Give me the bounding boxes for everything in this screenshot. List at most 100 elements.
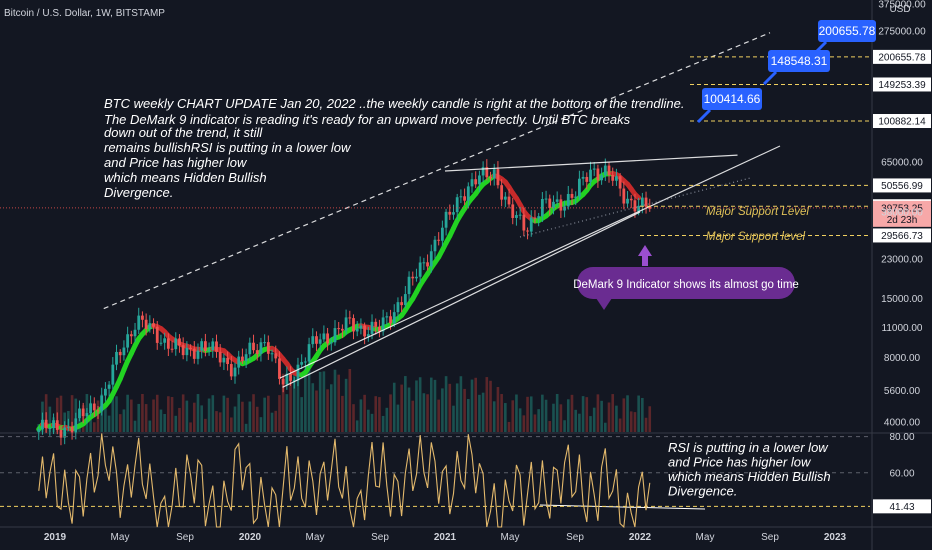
volume-bar	[470, 379, 474, 432]
volume-bar	[237, 394, 241, 432]
volume-bar	[315, 390, 318, 432]
rsi-value-tag	[873, 499, 931, 514]
trendlines	[103, 32, 781, 510]
price-level-tag	[873, 178, 931, 193]
candle-body	[474, 179, 478, 185]
candle-body	[252, 342, 255, 351]
candle-body	[459, 196, 463, 198]
time-axis-tick: May	[111, 532, 130, 543]
candle-body	[96, 410, 100, 412]
candle-body	[222, 357, 226, 363]
volume-bar	[429, 377, 433, 432]
price-target-box[interactable]	[768, 50, 830, 72]
candles[interactable]	[37, 158, 652, 446]
volume-bar	[400, 384, 403, 432]
candle-body	[429, 251, 433, 267]
candle-body	[396, 302, 400, 313]
volume-bar	[526, 396, 529, 432]
volume-bar	[448, 383, 452, 432]
candle-body	[570, 193, 574, 198]
volume-bar	[511, 400, 515, 432]
volume-bar	[196, 394, 200, 432]
candle-body	[633, 200, 637, 212]
volume-bar	[585, 397, 589, 432]
volume-bar	[437, 399, 440, 432]
volume-bar	[207, 398, 211, 432]
price-level-tag	[873, 114, 931, 129]
volume-bar	[563, 420, 566, 432]
volume-bar	[529, 396, 533, 432]
candle-body	[115, 351, 118, 365]
time-axis-tick: Sep	[566, 532, 584, 543]
price-level-tag	[873, 49, 931, 64]
candle-body	[544, 198, 548, 200]
candle-body	[285, 373, 289, 385]
candle-body	[370, 321, 374, 335]
demark-callout-text: DeMark 9 Indicator shows its almost go t…	[573, 279, 799, 291]
trendline	[279, 145, 781, 379]
volume-bar	[485, 377, 489, 432]
candle-body	[111, 364, 115, 385]
candle-body	[374, 321, 378, 327]
volume-bar	[155, 394, 159, 432]
candle-body	[66, 426, 70, 428]
volume-bar	[200, 405, 203, 432]
volume-bar	[507, 421, 511, 432]
candle-body	[526, 230, 529, 232]
demark-callout[interactable]	[577, 267, 795, 299]
candle-body	[518, 214, 522, 216]
volume-bar	[481, 392, 485, 432]
volume-bar	[252, 394, 255, 432]
candle-body	[478, 175, 481, 185]
volume-bar	[589, 416, 592, 432]
price-target-box[interactable]	[702, 88, 762, 110]
candle-body	[229, 364, 233, 377]
candle-body	[155, 326, 159, 343]
candle-body	[296, 364, 300, 381]
candle-body	[452, 212, 455, 215]
candle-body	[555, 199, 559, 202]
candle-body	[503, 196, 507, 200]
volume-bar	[544, 399, 548, 432]
volume-bar	[474, 377, 478, 432]
volume-bar	[533, 414, 537, 432]
candle-body	[529, 217, 533, 232]
candle-body	[455, 197, 459, 213]
price-levels: 200655.78149253.39100882.1450556.9940447…	[0, 49, 931, 243]
candle-body	[55, 420, 59, 430]
candle-body	[181, 345, 185, 356]
volume-bar	[559, 404, 563, 432]
volume-bar	[311, 383, 315, 432]
volume-bar	[226, 397, 229, 432]
candle-body	[581, 176, 585, 179]
volume-bar	[318, 371, 322, 432]
price-target-box[interactable]	[818, 20, 876, 42]
candle-body	[326, 333, 329, 344]
candle-body	[615, 176, 618, 181]
volume-bar	[222, 395, 226, 432]
overlays: 200655.78 148548.31 100414.66 BTC weekly CH…	[104, 20, 876, 499]
candle-body	[292, 380, 296, 382]
price-axis-tick: 4000.00	[884, 418, 921, 429]
volume-bar	[500, 394, 503, 432]
volume-bar	[104, 408, 107, 432]
candle-body	[589, 169, 592, 182]
candle-body	[611, 174, 615, 181]
volume-bar	[407, 387, 411, 432]
candle-body	[618, 176, 622, 189]
volume-bar	[467, 399, 470, 432]
volume-bar	[304, 375, 307, 432]
candle-body	[437, 239, 441, 241]
volume-bar	[607, 402, 611, 432]
volume-bar	[118, 414, 122, 432]
candle-body	[500, 185, 504, 200]
chart-annotation-line: Divergence.	[104, 185, 173, 200]
candle-body	[400, 302, 404, 306]
candle-body	[515, 215, 518, 218]
volume-bar	[92, 422, 96, 432]
volume-bar	[618, 418, 622, 432]
candle-body	[137, 315, 141, 330]
candle-body	[355, 328, 359, 332]
candle-body	[415, 276, 418, 279]
